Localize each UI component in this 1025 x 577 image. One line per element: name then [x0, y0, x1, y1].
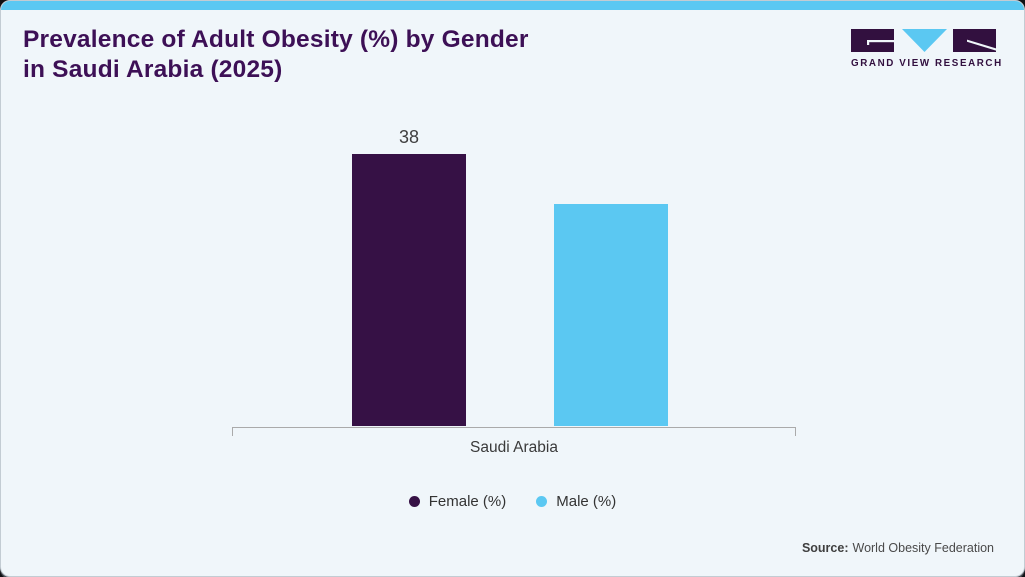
- chart-title: Prevalence of Adult Obesity (%) by Gende…: [23, 25, 529, 85]
- x-axis: [232, 427, 796, 436]
- legend-label-male: Male (%): [556, 493, 617, 510]
- chart-legend: Female (%) Male (%): [1, 493, 1024, 510]
- gvr-logo-text: GRAND VIEW RESEARCH: [851, 58, 1003, 69]
- legend-dot-male-icon: [536, 496, 548, 507]
- source-text: World Obesity Federation: [852, 541, 995, 555]
- bar-male: [554, 204, 668, 426]
- top-accent-bar: [1, 1, 1024, 10]
- legend-dot-female-icon: [408, 496, 420, 507]
- bar-female-value-label: 38: [398, 127, 420, 147]
- gvr-logo-icon: [851, 29, 996, 52]
- source-note: Source: World Obesity Federation: [802, 541, 994, 555]
- legend-item-female: Female (%): [408, 493, 507, 510]
- source-label: Source:: [801, 541, 849, 555]
- legend-label-female: Female (%): [428, 493, 507, 510]
- legend-item-male: Male (%): [536, 493, 616, 510]
- x-axis-category-label: Saudi Arabia: [470, 439, 558, 456]
- gvr-logo: GRAND VIEW RESEARCH: [851, 29, 1003, 69]
- chart-title-line2: in Saudi Arabia (2025): [23, 56, 283, 83]
- chart-title-line1: Prevalence of Adult Obesity (%) by Gende…: [23, 26, 529, 53]
- bar-female: 38: [352, 127, 466, 426]
